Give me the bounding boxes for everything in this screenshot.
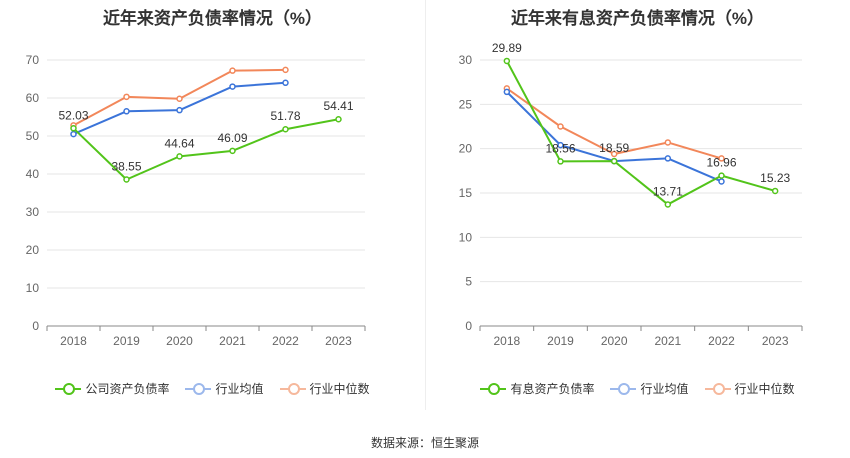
legend-avg-marker: [610, 382, 637, 395]
data-source: 数据来源：恒生聚源: [370, 436, 479, 450]
data-point-industry-avg: [282, 79, 289, 87]
y-tick-label: 10: [26, 281, 40, 295]
data-point-company: [335, 115, 342, 123]
legend-item-industry-avg[interactable]: 行业均值: [610, 380, 689, 397]
y-tick-label: 0: [32, 319, 39, 333]
data-point-industry-median: [229, 67, 236, 74]
data-point-industry-median: [557, 123, 564, 130]
chart-title: 近年来有息资产负债率情况（%）: [510, 9, 765, 28]
data-point-industry-median: [610, 150, 618, 158]
data-label: 29.89: [492, 41, 522, 55]
series-line-company: [505, 60, 776, 206]
data-point-industry-median: [176, 95, 183, 103]
data-point-company: [123, 176, 130, 183]
y-tick-label: 0: [465, 319, 472, 333]
data-label: 52.03: [58, 108, 88, 122]
x-tick-label: 2022: [272, 334, 299, 348]
data-point-company: [557, 158, 564, 165]
y-tick-label: 5: [465, 275, 472, 289]
interest-debt-ratio-plot: 0 5 10 15 20 25 30 2018 2019 2020 2021 2022 2023 29.8…: [459, 41, 803, 348]
y-tick-label: 40: [26, 167, 40, 181]
legend-median-marker: [704, 382, 731, 395]
x-tick-label: 2019: [113, 334, 140, 348]
data-label: 15.23: [760, 171, 790, 185]
legend-label: 行业中位数: [309, 382, 370, 396]
legend-item-company[interactable]: 公司资产负债率: [55, 380, 169, 397]
legend-label: 有息资产负债率: [510, 382, 595, 396]
data-point-industry-avg: [176, 106, 183, 114]
data-point-industry-median: [282, 66, 289, 74]
y-tick-label: 60: [26, 91, 40, 105]
chart-title: 近年来资产负债率情况（%）: [102, 9, 323, 28]
legend-item-industry-median[interactable]: 行业中位数: [279, 380, 370, 397]
data-point-company: [282, 125, 289, 133]
legend-label: 行业均值: [215, 382, 264, 396]
x-tick-label: 2020: [601, 334, 628, 348]
data-point-company: [229, 147, 236, 155]
data-point-company: [771, 187, 779, 195]
data-point-company: [70, 125, 77, 132]
data-label: 38.55: [111, 160, 141, 174]
data-label: 46.09: [217, 131, 247, 145]
x-tick-label: 2021: [219, 334, 246, 348]
legend-item-industry-avg[interactable]: 行业均值: [185, 380, 264, 397]
x-tick-label: 2023: [762, 334, 789, 348]
data-point-industry-median: [123, 93, 130, 101]
debt-ratio-chart-panel: 近年来资产负债率情况（%） 0 10 20 30 40 50 60 70 2018 2019 202…: [0, 0, 425, 420]
y-tick-label: 20: [459, 142, 473, 156]
x-tick-label: 2020: [166, 334, 193, 348]
legend-label: 行业中位数: [734, 382, 795, 396]
x-tick-label: 2018: [60, 334, 87, 348]
series-line-company: [72, 118, 339, 181]
interest-debt-ratio-chart-panel: 近年来有息资产负债率情况（%） 0 5 10 15 20 25 30 2018 2019 2020…: [425, 0, 850, 420]
chart-legend: 有息资产负债率 行业均值 行业中位数: [425, 380, 850, 397]
data-point-industry-median: [718, 155, 725, 162]
y-tick-label: 10: [459, 230, 473, 244]
series-line-industry-avg: [506, 91, 722, 183]
data-label: 54.41: [323, 99, 353, 113]
data-label: 18.56: [545, 141, 575, 155]
legend-label: 公司资产负债率: [85, 382, 170, 396]
chart-legend: 公司资产负债率 行业均值 行业中位数: [0, 380, 425, 397]
data-point-industry-avg: [664, 155, 672, 162]
data-point-industry-avg: [70, 130, 77, 138]
x-tick-label: 2019: [547, 334, 574, 348]
y-tick-label: 50: [26, 129, 40, 143]
data-point-industry-avg: [557, 141, 564, 149]
data-point-company: [610, 157, 618, 165]
data-point-company: [176, 153, 183, 160]
y-tick-label: 30: [459, 53, 473, 67]
data-point-industry-avg: [718, 178, 725, 185]
legend-item-industry-median[interactable]: 行业中位数: [704, 380, 795, 397]
data-point-company: [664, 201, 672, 208]
y-tick-label: 20: [26, 243, 40, 257]
legend-avg-marker: [185, 382, 212, 395]
debt-ratio-plot: 0 10 20 30 40 50 60 70 2018 2019 2020 2021 2022 2023 5…: [26, 53, 366, 348]
data-point-industry-median: [664, 139, 672, 146]
legend-label: 行业均值: [640, 382, 689, 396]
x-tick-label: 2021: [654, 334, 681, 348]
legend-item-company[interactable]: 有息资产负债率: [480, 380, 594, 397]
legend-company-marker: [55, 382, 82, 395]
y-tick-label: 30: [26, 205, 40, 219]
legend-company-marker: [480, 382, 507, 395]
data-point-industry-avg: [229, 83, 236, 90]
panel-divider: [425, 0, 426, 410]
data-label: 13.71: [653, 184, 683, 198]
data-label: 16.96: [706, 156, 736, 170]
data-label: 44.64: [164, 136, 194, 150]
data-label: 18.59: [599, 141, 629, 155]
data-point-industry-avg: [503, 88, 511, 96]
data-point-company: [503, 57, 511, 65]
x-tick-label: 2022: [708, 334, 735, 348]
data-label: 51.78: [270, 109, 300, 123]
y-tick-label: 25: [459, 97, 473, 111]
y-tick-label: 15: [459, 186, 473, 200]
data-point-industry-avg: [123, 108, 130, 115]
x-tick-label: 2018: [493, 334, 520, 348]
x-tick-label: 2023: [325, 334, 352, 348]
data-point-company: [718, 172, 725, 179]
y-tick-label: 70: [26, 53, 40, 67]
legend-median-marker: [279, 382, 306, 395]
